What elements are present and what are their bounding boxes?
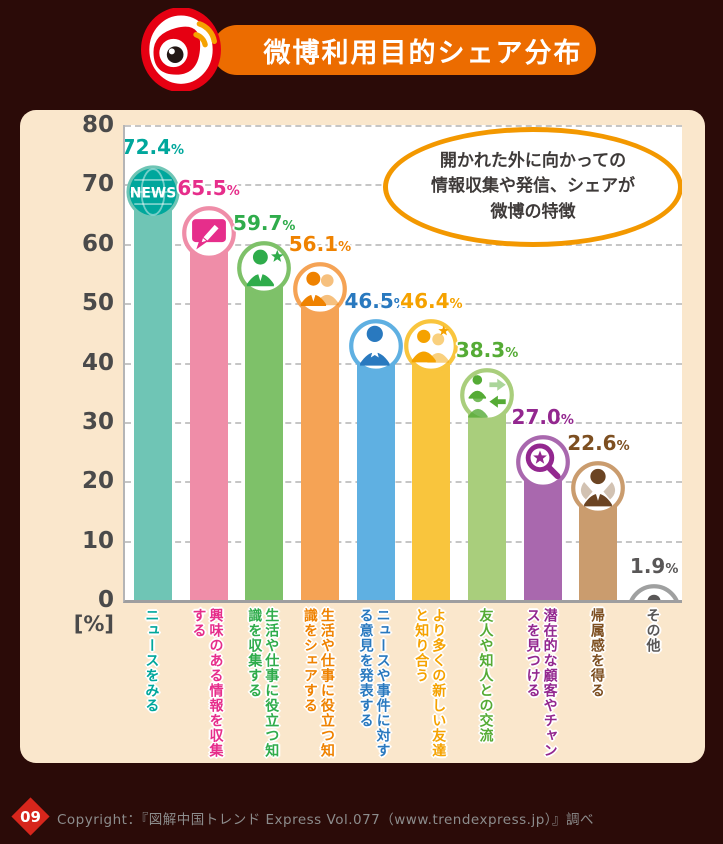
percent-label: 65.5% xyxy=(177,176,240,200)
x-slot: 生活や仕事に役立つ知識を収集する xyxy=(234,608,290,760)
x-slot: より多くの新しい友達と知り合う xyxy=(401,608,457,760)
category-label: 生活や仕事に役立つ知識を収集する xyxy=(246,608,280,758)
bar xyxy=(245,246,284,600)
percent-label: 22.6% xyxy=(567,431,630,455)
category-label: 帰属感を得る xyxy=(588,608,605,698)
percent-label: 1.9% xyxy=(629,554,679,578)
annotation-line-1: 開かれた外に向かっての xyxy=(439,150,627,171)
gridline xyxy=(125,540,682,543)
y-tick-label: 30 xyxy=(81,408,114,435)
plot-area: NEWS 72.4% 65.5% 59.7% 56.1% 46.5% 46.4% 38.… xyxy=(123,125,682,603)
weibo-logo-icon xyxy=(141,7,221,93)
gridline xyxy=(125,481,682,484)
chart-card: 80 70 60 50 40 30 20 10 0 NEWS 72.4% 65.5% 59.7% 5… xyxy=(20,110,705,763)
person-wings-icon xyxy=(569,459,627,517)
percent-label: 46.5% xyxy=(344,289,407,313)
x-slot: その他 xyxy=(624,608,680,760)
gridline xyxy=(125,362,682,365)
x-slot: 友人や知人との交流 xyxy=(457,608,513,760)
bar xyxy=(189,211,228,600)
category-label: 興味のある情報を収集する xyxy=(190,608,224,758)
percent-label: 59.7% xyxy=(233,211,296,235)
bar xyxy=(133,170,172,600)
x-axis-labels: ニュースをみる 興味のある情報を収集する 生活や仕事に役立つ知識を収集する 生活や仕事… xyxy=(123,608,680,760)
percent-label: 46.4% xyxy=(400,289,463,313)
category-label: ニュースをみる xyxy=(143,608,160,713)
category-label: より多くの新しい友達と知り合う xyxy=(413,608,447,758)
two-people-icon xyxy=(291,260,349,318)
gridline xyxy=(125,421,682,424)
gridline xyxy=(125,303,682,306)
svg-text:NEWS: NEWS xyxy=(130,185,176,201)
people-exchange-icon xyxy=(458,366,516,424)
y-tick-label: 40 xyxy=(81,349,114,376)
category-label: ニュースや事件に対する意見を発表する xyxy=(357,608,391,758)
category-label: 生活や仕事に役立つ知識をシェアする xyxy=(301,608,335,758)
page-title: 微博利用目的シェア分布 xyxy=(263,37,583,69)
y-tick-label: 50 xyxy=(81,290,114,317)
annotation-line-3: 微博の特徴 xyxy=(490,201,576,222)
y-tick-label: 60 xyxy=(81,230,114,257)
person-star-icon xyxy=(235,239,293,297)
pencil-bubble-icon xyxy=(180,204,238,262)
category-label: 潜在的な顧客やチャンスを見つける xyxy=(524,608,558,758)
news-icon: NEWS xyxy=(125,163,182,221)
category-label: その他 xyxy=(644,608,661,653)
y-tick-label: 20 xyxy=(81,468,114,495)
x-slot: 帰属感を得る xyxy=(569,608,625,760)
x-slot: 潜在的な顧客やチャンスを見つける xyxy=(513,608,569,760)
copyright-text: Copyright：『図解中国トレンド Express Vol.077（www.… xyxy=(57,812,595,828)
y-tick-label: 70 xyxy=(81,171,114,198)
x-slot: 生活や仕事に役立つ知識をシェアする xyxy=(290,608,346,760)
y-tick-label: 10 xyxy=(81,527,114,554)
x-slot: ニュースや事件に対する意見を発表する xyxy=(346,608,402,760)
person-gray-icon xyxy=(625,582,682,600)
percent-label: 27.0% xyxy=(511,405,574,429)
y-tick-label: 0 xyxy=(97,587,114,613)
percent-label: 56.1% xyxy=(288,232,352,256)
title-banner: 微博利用目的シェア分布 xyxy=(212,25,596,75)
page-number: 09 xyxy=(20,807,41,826)
y-tick-label: 80 xyxy=(81,112,114,138)
percent-label: 38.3% xyxy=(455,338,519,362)
bar xyxy=(300,267,339,600)
two-people-star-icon xyxy=(402,317,460,375)
x-slot: ニュースをみる xyxy=(123,608,179,760)
x-slot: 興味のある情報を収集する xyxy=(179,608,235,760)
annotation-bubble: 開かれた外に向かっての 情報収集や発信、シェアが 微博の特徴 xyxy=(383,127,682,247)
annotation-line-2: 情報収集や発信、シェアが xyxy=(431,176,635,197)
gridline xyxy=(125,243,682,246)
category-label: 友人や知人との交流 xyxy=(477,608,494,743)
unit-label: [%] xyxy=(73,612,114,636)
person-white-star-icon xyxy=(347,317,405,375)
percent-label: 72.4% xyxy=(123,135,185,159)
page-number-badge: 09 xyxy=(11,797,50,836)
gridline xyxy=(125,125,682,127)
magnifier-star-icon xyxy=(514,433,572,491)
